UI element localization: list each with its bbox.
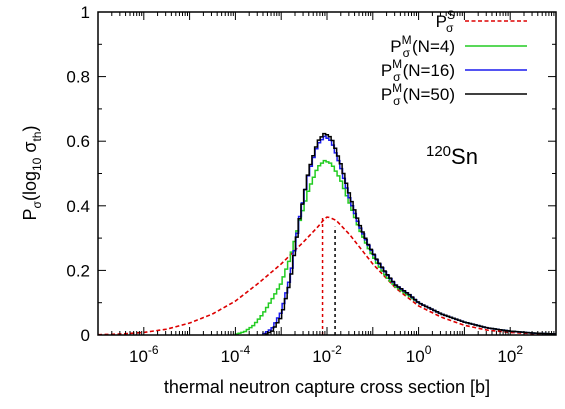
series-line-3: [264, 132, 556, 335]
plot-frame: [97, 11, 557, 336]
y-tick-label: 0.8: [66, 68, 90, 87]
curves: [97, 132, 557, 336]
series-line-0: [97, 216, 557, 336]
series-line-1: [234, 159, 556, 335]
x-tick-label: 10-6: [129, 343, 159, 366]
y-tick-label: 0.2: [66, 261, 90, 280]
series-line-2: [262, 135, 556, 335]
legend: PS σPM σ (N=4)PM σ (N=16)PM σ (N=50): [381, 8, 527, 108]
x-tick-label: 10-2: [312, 343, 342, 366]
x-axis-title: thermal neutron capture cross section [b…: [164, 377, 490, 397]
x-tick-label: 10-4: [221, 343, 251, 366]
legend-label-1: PM σ (N=4): [390, 33, 455, 60]
y-tick-label: 0.4: [66, 197, 90, 216]
y-tick-label: 1: [81, 3, 90, 22]
legend-label-3: PM σ (N=50): [381, 81, 455, 108]
legend-label-0: PS σ: [436, 8, 455, 35]
y-tick-label: 0: [81, 326, 90, 345]
axes: 10-6 10-4 10-2 100 102 0 0.2 0.4 0.6 0.8 1: [66, 3, 557, 366]
y-tick-label: 0.6: [66, 132, 90, 151]
x-tick-label: 100: [406, 343, 432, 366]
nucleus-annotation: 120Sn: [426, 143, 478, 169]
legend-label-2: PM σ (N=16): [381, 57, 455, 84]
y-axis-title: Pσ(log10 σth): [20, 126, 44, 221]
x-tick-label: 102: [497, 343, 523, 366]
